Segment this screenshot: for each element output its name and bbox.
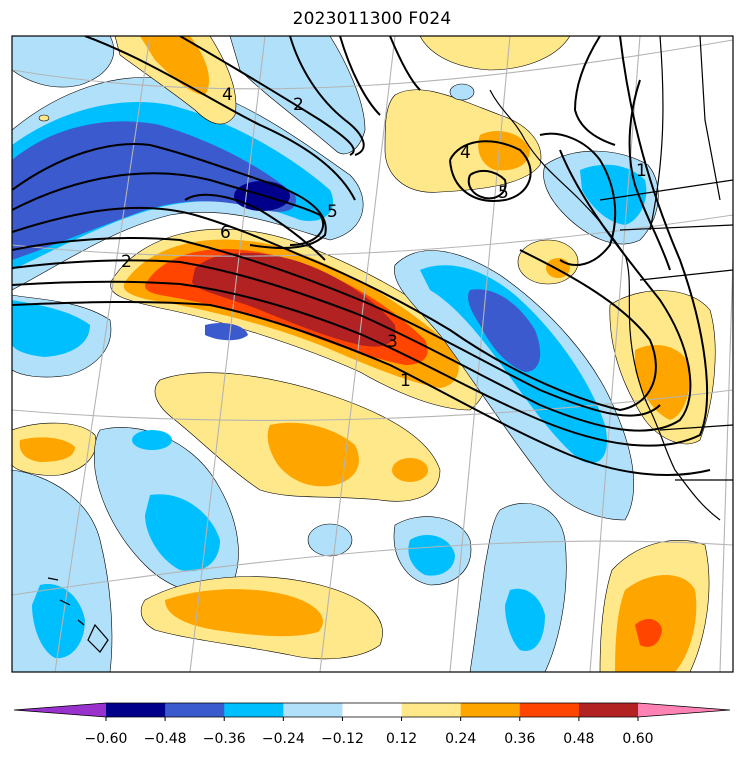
colorbar-segment [106,703,166,717]
contour-label: 5 [327,202,338,222]
shade-pos-light-tiny1 [38,114,50,122]
coastlines [47,36,733,653]
contour-label: 5 [498,183,509,203]
contour-label: 4 [460,143,471,163]
plot-frame [11,35,734,673]
colorbar-labels: −0.60 −0.48 −0.36 −0.24 −0.12 0.12 0.24 0.36 0.4… [85,731,654,747]
contour-label: 3 [387,332,398,352]
shade-pos-light-topright [419,36,571,71]
colorbar-tick-label: −0.36 [203,731,246,747]
shade-pos-light-blob1 [517,239,579,285]
shade-neg-light-tiny1 [449,83,475,101]
colorbar-outline [13,702,731,718]
colorbar-tick-label: 0.36 [504,731,535,747]
colorbar-segment [401,703,462,717]
shade-neg-mid-s [145,494,220,572]
shade-pos-orange-central2 [392,458,428,482]
colorbar-tick-label: 0.12 [386,731,417,747]
colorbar-extend-high [638,703,730,717]
shade-neg-light-topmid [229,36,366,155]
shade-pos-orange-topleft [140,36,210,95]
shade-neg-deep-nw [12,121,296,260]
colorbar-segment [342,703,403,717]
anomaly-shading [12,36,716,672]
colorbar-segment [519,703,580,717]
colorbar-ticks [105,717,639,721]
shade-pos-orange-ecoast [635,345,691,420]
shade-pos-orange-south [165,589,323,637]
colorbar-segments [13,702,731,718]
colorbar-tick-label: −0.60 [85,731,128,747]
shade-neg-mid-s2 [132,430,172,450]
contour-label: 6 [220,223,231,243]
shade-neg-mid-w [12,300,90,357]
shade-neg-deep-w1 [205,323,248,341]
contour-label: 1 [636,161,647,181]
shade-neg-light-se2 [307,523,353,557]
contour-label: 4 [222,85,233,105]
colorbar-tick-label: −0.48 [144,731,187,747]
shade-pos-orange-central [267,422,359,487]
colorbar-segment [165,703,225,717]
colorbar-tick-label: −0.12 [321,731,364,747]
shade-pos-light-topleft [114,36,237,125]
contours [12,36,711,476]
shade-pos-orange-sw [19,437,75,462]
colorbar-tick-label: 0.24 [445,731,476,747]
colorbar-tick-label: 0.48 [563,731,594,747]
shade-neg-mid-se3 [505,588,545,651]
colorbar-segment [224,703,284,717]
map-title: 2023011300 F024 [292,9,452,29]
shade-pos-red-farse [635,618,662,647]
contour-label: 2 [121,252,132,272]
map-plot: 4 2 4 5 5 6 2 3 1 1 [11,35,734,673]
contour-label: 2 [293,95,304,115]
colorbar-segment [578,703,639,717]
shade-neg-deep-east [468,289,541,372]
graticule [12,36,733,672]
shade-neg-mid-sw2 [32,584,85,659]
contour-label: 1 [400,371,411,391]
shade-neg-mid-se [408,535,455,576]
colorbar-segment [283,703,343,717]
colorbar-extend-low [14,703,106,717]
colorbar-tick-label: 0.60 [622,731,653,747]
colorbar-segment [460,703,521,717]
colorbar-tick-label: −0.24 [262,731,305,747]
